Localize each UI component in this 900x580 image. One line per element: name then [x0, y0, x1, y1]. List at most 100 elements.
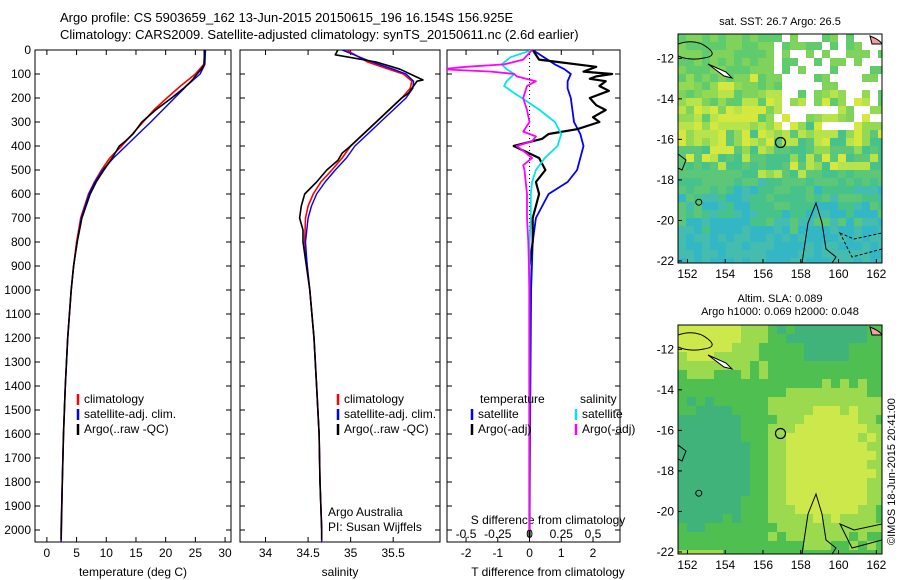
- map-cell: [710, 58, 718, 66]
- map-cell: [696, 433, 705, 442]
- map-cell: [867, 343, 876, 352]
- map-cell: [858, 370, 867, 379]
- map-cell: [876, 343, 882, 352]
- map-cell: [714, 433, 723, 442]
- map-cell: [867, 406, 876, 415]
- map-cell: [790, 154, 798, 162]
- map-cell: [696, 478, 705, 487]
- map-cell: [694, 82, 702, 90]
- map-cell: [702, 138, 710, 146]
- map-cell: [822, 469, 831, 478]
- map-cell: [750, 122, 758, 130]
- map-cell: [806, 258, 814, 263]
- salinity-legend-0-label: climatology: [344, 392, 404, 406]
- map-cell: [790, 34, 798, 42]
- map-cell: [786, 370, 795, 379]
- map-cell: [766, 122, 774, 130]
- map-cell: [726, 66, 734, 74]
- map-cell: [726, 234, 734, 242]
- map-cell: [732, 496, 741, 505]
- map-cell: [766, 194, 774, 202]
- map-cell: [750, 178, 758, 186]
- map-cell: [876, 433, 882, 442]
- map-cell: [678, 397, 687, 406]
- map-cell: [795, 460, 804, 469]
- map-cell: [768, 370, 777, 379]
- map-cell: [840, 334, 849, 343]
- map-cell: [854, 218, 862, 226]
- map-cell: [846, 258, 854, 263]
- map-cell: [862, 34, 870, 42]
- map-cell: [678, 523, 687, 532]
- map-cell: [702, 98, 710, 106]
- map-cell: [878, 90, 882, 98]
- map-cell: [822, 343, 831, 352]
- map-cell: [723, 442, 732, 451]
- map-cell: [734, 138, 742, 146]
- temperature-axis-tick-label: 15: [129, 546, 143, 560]
- map-cell: [878, 42, 882, 50]
- map-cell: [686, 234, 694, 242]
- map-cell: [741, 433, 750, 442]
- map-cell: [876, 325, 882, 334]
- map-cell: [710, 82, 718, 90]
- map-cell: [790, 122, 798, 130]
- map-cell: [742, 114, 750, 122]
- salinity-difference-tick-label: -0.25: [484, 527, 512, 541]
- map-cell: [782, 74, 790, 82]
- map-cell: [723, 523, 732, 532]
- map-cell: [814, 202, 822, 210]
- map-cell: [786, 514, 795, 523]
- map-cell: [678, 218, 686, 226]
- map-cell: [840, 451, 849, 460]
- map-cell: [741, 523, 750, 532]
- map-cell: [777, 379, 786, 388]
- map-cell: [822, 226, 830, 234]
- map-cell: [694, 66, 702, 74]
- difference-legend-sal-argo-label: Argo(-adj): [582, 422, 635, 436]
- map-cell: [806, 90, 814, 98]
- map-cell: [758, 82, 766, 90]
- map-cell: [678, 460, 687, 469]
- map-cell: [687, 370, 696, 379]
- map-cell: [830, 234, 838, 242]
- map-cell: [726, 186, 734, 194]
- sst-map-lon-tick-label: 154: [715, 267, 735, 281]
- map-cell: [798, 146, 806, 154]
- map-cell: [867, 505, 876, 514]
- map-cell: [766, 98, 774, 106]
- map-cell: [858, 532, 867, 541]
- map-cell: [741, 478, 750, 487]
- map-cell: [718, 114, 726, 122]
- map-cell: [870, 58, 878, 66]
- map-cell: [774, 122, 782, 130]
- map-cell: [813, 424, 822, 433]
- map-cell: [750, 550, 759, 554]
- map-cell: [705, 334, 714, 343]
- map-cell: [742, 202, 750, 210]
- map-cell: [867, 523, 876, 532]
- map-cell: [846, 242, 854, 250]
- map-cell: [696, 370, 705, 379]
- map-cell: [687, 397, 696, 406]
- map-cell: [822, 379, 831, 388]
- map-cell: [846, 98, 854, 106]
- temperature-legend-0-label: climatology: [84, 392, 144, 406]
- map-cell: [750, 361, 759, 370]
- map-cell: [678, 106, 686, 114]
- map-cell: [750, 478, 759, 487]
- map-cell: [734, 122, 742, 130]
- map-cell: [870, 146, 878, 154]
- salinity-plot-frame: [239, 49, 441, 543]
- map-cell: [742, 242, 750, 250]
- map-cell: [876, 406, 882, 415]
- map-cell: [750, 415, 759, 424]
- map-cell: [862, 138, 870, 146]
- map-cell: [814, 146, 822, 154]
- map-cell: [758, 130, 766, 138]
- map-cell: [734, 258, 742, 263]
- map-cell: [774, 50, 782, 58]
- map-cell: [854, 170, 862, 178]
- map-cell: [726, 258, 734, 263]
- depth-tick-label: 100: [11, 67, 31, 81]
